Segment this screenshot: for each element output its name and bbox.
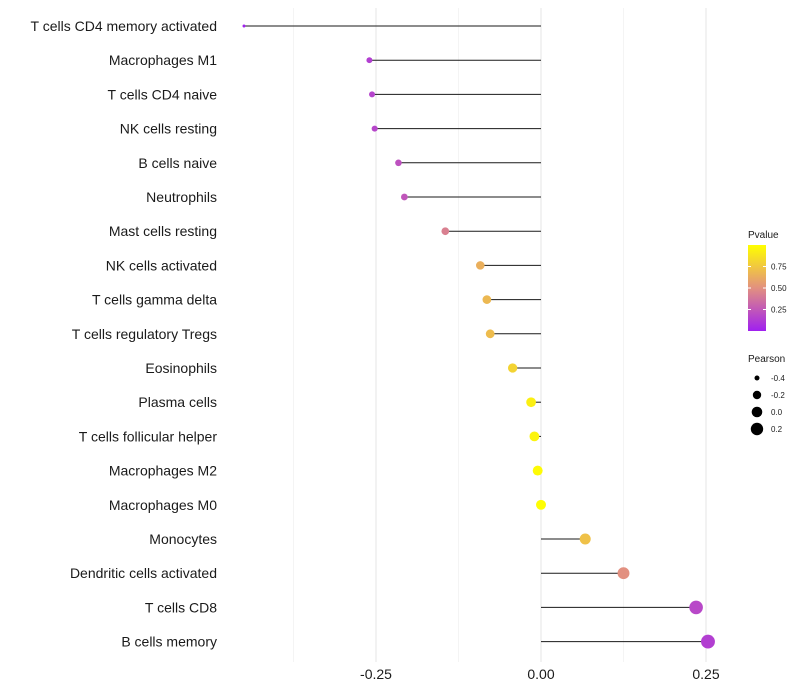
lollipop-dot — [482, 295, 492, 304]
category-label: Neutrophils — [146, 189, 217, 205]
category-label: Monocytes — [149, 531, 217, 547]
lollipop-dot — [395, 159, 402, 167]
lollipop-dot — [369, 91, 376, 98]
lollipop-dot — [701, 634, 715, 649]
lollipop-dot — [532, 465, 543, 476]
lollipop-dot — [536, 499, 546, 510]
category-label: NK cells resting — [120, 121, 217, 137]
size-legend-dot — [752, 390, 762, 400]
colorbar-tick-label: 0.25 — [771, 306, 787, 315]
category-label: T cells CD4 memory activated — [31, 18, 217, 34]
lollipop-dot — [617, 567, 630, 580]
category-label: NK cells activated — [106, 257, 217, 273]
colorbar-tick-label: 0.75 — [771, 263, 787, 272]
size-legend-label: -0.4 — [771, 374, 785, 383]
stems-layer — [244, 25, 708, 643]
pearson-legend-title: Pearson — [748, 354, 785, 365]
lollipop-dot — [529, 431, 540, 442]
size-legend-dot — [754, 375, 760, 381]
category-label: Mast cells resting — [109, 223, 217, 239]
y-axis-labels: T cells CD4 memory activated Macrophages … — [31, 18, 218, 650]
pvalue-legend: Pvalue 0.25 0.50 0.75 — [748, 230, 787, 331]
colorbar-tick-label: 0.50 — [771, 284, 787, 293]
lollipop-dot — [507, 363, 518, 373]
x-tick-label: 0.00 — [527, 666, 554, 682]
grid-layer — [293, 8, 707, 662]
x-axis-ticks: -0.25 0.00 0.25 — [360, 666, 720, 682]
category-label: T cells follicular helper — [79, 428, 218, 444]
size-legend-label: 0.2 — [771, 425, 783, 434]
category-label: B cells memory — [121, 634, 217, 650]
category-label: Macrophages M1 — [109, 52, 217, 68]
lollipop-dot — [371, 125, 378, 132]
category-label: Plasma cells — [138, 394, 217, 410]
category-label: Dendritic cells activated — [70, 565, 217, 581]
lollipop-dot — [476, 261, 485, 270]
category-label: T cells regulatory Tregs — [72, 326, 217, 342]
pvalue-legend-title: Pvalue — [748, 230, 779, 241]
pearson-legend: Pearson -0.4 -0.2 0.0 0.2 — [748, 354, 785, 436]
lollipop-dot — [441, 227, 450, 236]
lollipop-dot — [366, 57, 373, 64]
pvalue-colorbar — [748, 245, 766, 331]
lollipop-dot — [400, 193, 408, 201]
category-label: Eosinophils — [145, 360, 217, 376]
lollipop-dot — [526, 397, 536, 408]
category-label: Macrophages M0 — [109, 497, 217, 513]
category-label: T cells CD8 — [145, 599, 217, 615]
lollipop-dot — [579, 533, 591, 545]
x-tick-label: 0.25 — [692, 666, 719, 682]
lollipop-dot — [242, 24, 246, 28]
size-legend-label: 0.0 — [771, 408, 783, 417]
x-tick-label: -0.25 — [360, 666, 392, 682]
lollipop-dot — [485, 329, 495, 339]
lollipop-dot — [689, 600, 703, 615]
size-legend-dot — [751, 406, 763, 418]
category-label: T cells CD4 naive — [108, 86, 218, 102]
size-legend-dot — [750, 422, 764, 436]
dots-layer — [242, 24, 715, 649]
category-label: T cells gamma delta — [92, 292, 217, 308]
size-legend-label: -0.2 — [771, 391, 785, 400]
category-label: B cells naive — [138, 155, 217, 171]
category-label: Macrophages M2 — [109, 463, 217, 479]
